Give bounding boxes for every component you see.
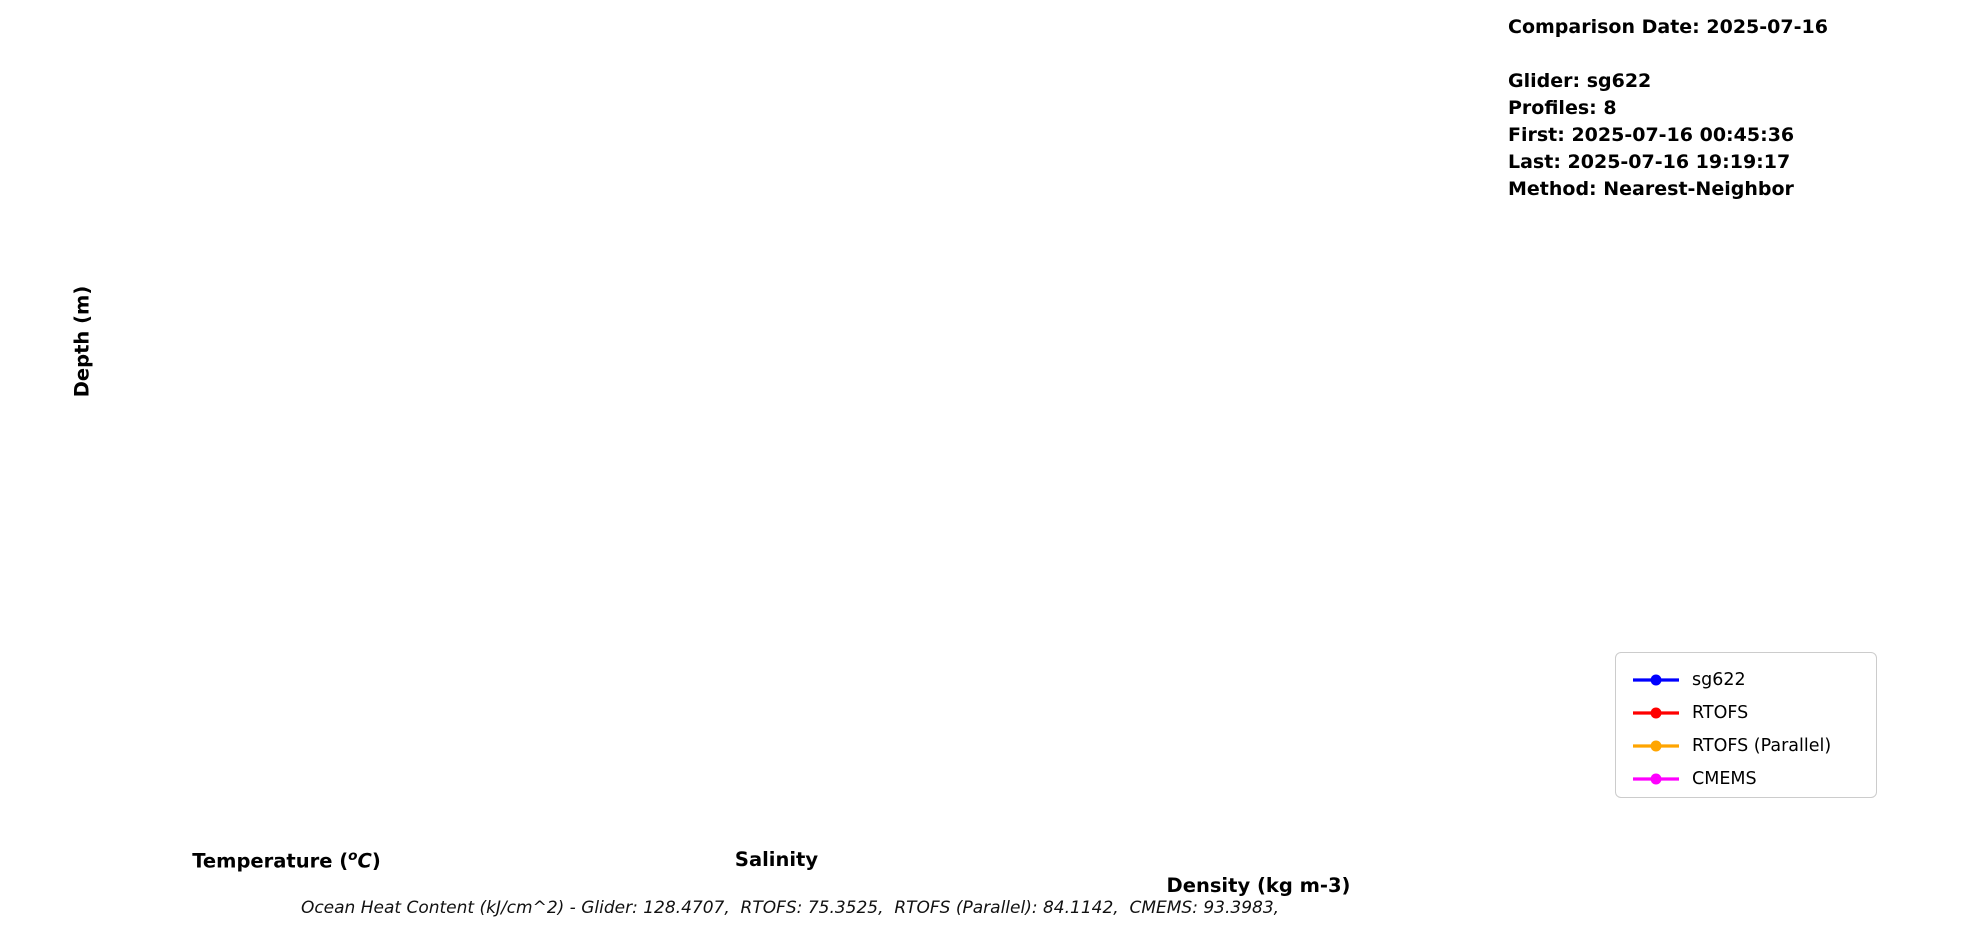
legend-swatch-cmems xyxy=(1633,773,1679,784)
legend-swatch-rtofs xyxy=(1633,707,1679,718)
first-profile-time: First: 2025-07-16 00:45:36 xyxy=(1508,124,1795,146)
comparison-date: Comparison Date: 2025-07-16 xyxy=(1508,16,1828,38)
comparison-info-block: Comparison Date: 2025-07-16 Glider: sg62… xyxy=(1508,14,1828,203)
temperature-axis-title: Temperature (oC) xyxy=(192,848,381,873)
profiles-count: Profiles: 8 xyxy=(1508,97,1617,119)
method-label: Method: Nearest-Neighbor xyxy=(1508,178,1794,200)
legend: sg622 RTOFS RTOFS (Parallel) CMEMS xyxy=(1615,652,1877,798)
legend-item-sg622: sg622 xyxy=(1630,663,1876,696)
last-profile-time: Last: 2025-07-16 19:19:17 xyxy=(1508,151,1791,173)
depth-axis-label: Depth (m) xyxy=(70,285,94,398)
density-axis-title: Density (kg m-3) xyxy=(1166,874,1351,897)
legend-item-rtofs: RTOFS xyxy=(1630,696,1876,729)
legend-item-rtofs-parallel: RTOFS (Parallel) xyxy=(1630,729,1876,762)
salinity-axis-title: Salinity xyxy=(734,848,819,871)
glider-name: Glider: sg622 xyxy=(1508,70,1652,92)
legend-item-cmems: CMEMS xyxy=(1630,762,1876,795)
ocean-heat-content-annotation: Ocean Heat Content (kJ/cm^2) - Glider: 1… xyxy=(300,898,1280,918)
info-spacer xyxy=(1508,41,1828,68)
legend-swatch-rtofs-parallel xyxy=(1633,740,1679,751)
legend-swatch-sg622 xyxy=(1633,674,1679,685)
